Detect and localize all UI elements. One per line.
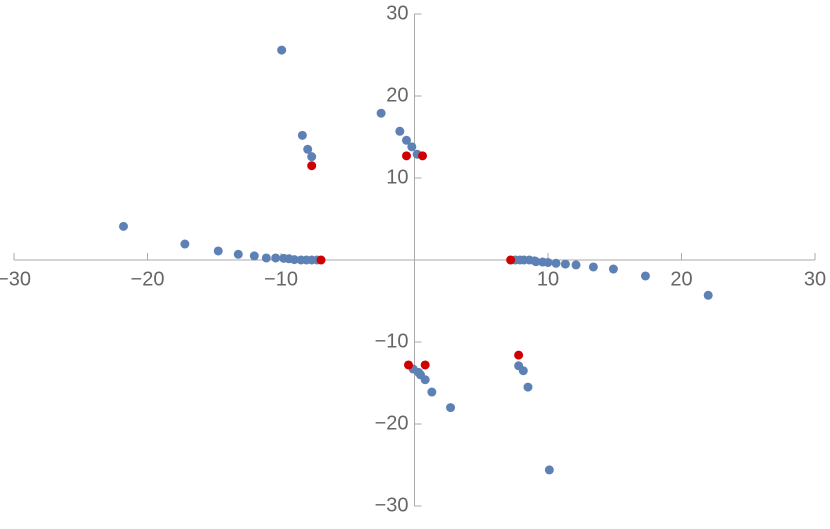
point [506,255,516,265]
point [560,259,570,269]
y-tick-label: −20 [375,412,409,434]
x-tick-label: −10 [264,268,298,290]
point [588,262,598,272]
y-tick-label: −30 [375,494,409,516]
y-tick-label: 20 [386,84,408,106]
point [543,257,553,267]
point [531,257,541,267]
point [571,260,581,270]
point [249,251,259,261]
point [420,375,430,385]
y-tick-label: 30 [386,2,408,24]
x-tick-label: 30 [804,268,826,290]
point [608,264,618,274]
point [297,130,307,140]
point [277,45,287,55]
point [316,255,326,265]
x-tick-label: 10 [537,268,559,290]
x-tick-label: −20 [131,268,165,290]
point [395,126,405,136]
point [401,151,411,161]
point [518,366,528,376]
y-tick-label: −10 [375,330,409,352]
point [307,152,317,162]
x-tick-label: 20 [670,268,692,290]
point [401,135,411,145]
point [420,360,430,370]
point [703,290,713,300]
point [376,108,386,118]
point [213,246,223,256]
point [289,255,299,265]
point [403,360,413,370]
point [261,253,271,263]
point [544,465,554,475]
point [407,142,417,152]
point [118,221,128,231]
point [523,382,533,392]
point [233,249,243,259]
point [427,387,437,397]
point [551,258,561,268]
point [640,271,650,281]
point [418,151,428,161]
point [303,144,313,154]
point [180,239,190,249]
point [271,253,281,263]
x-tick-label: −30 [0,268,31,290]
point [514,350,524,360]
y-tick-label: 10 [386,166,408,188]
point [446,403,456,413]
point [307,161,317,171]
